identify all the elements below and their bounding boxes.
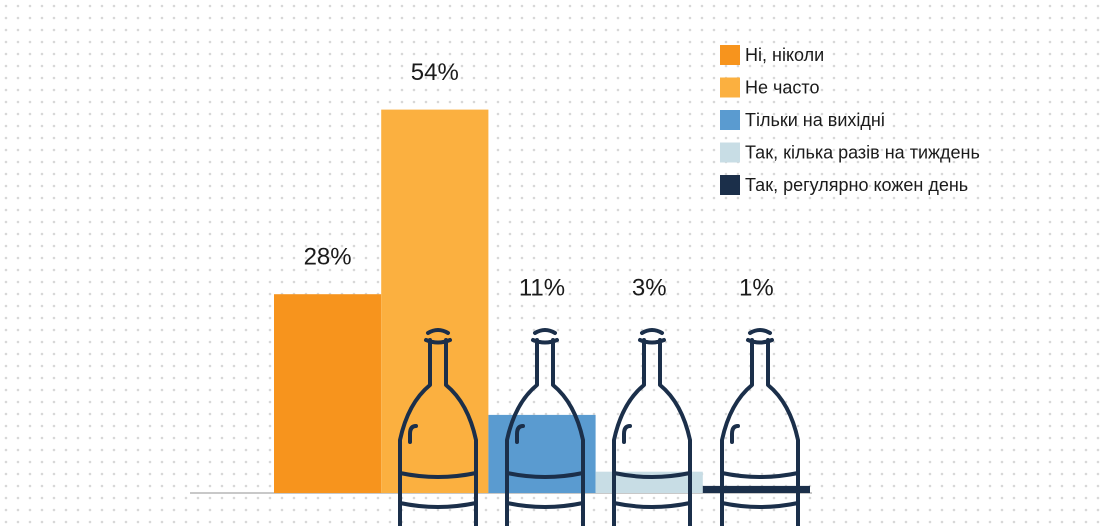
legend-label: Тільки на вихідні: [745, 110, 885, 130]
legend-label: Так, регулярно кожен день: [745, 175, 968, 195]
legend-swatch: [720, 142, 740, 163]
value-label: 28%: [304, 244, 352, 271]
legend-swatch: [720, 77, 740, 98]
value-labels: 28% 54% 11% 3% 1%: [304, 59, 774, 301]
bar: [702, 485, 810, 493]
legend-label: Ні, ніколи: [745, 45, 824, 65]
legend-label: Не часто: [745, 77, 819, 97]
legend-label: Так, кілька разів на тиждень: [745, 142, 980, 162]
legend: Ні, ніколи Не часто Тільки на вихідні Так, …: [720, 45, 980, 195]
legend-swatch: [720, 110, 740, 130]
value-label: 3%: [632, 274, 667, 301]
value-label: 54%: [411, 59, 459, 86]
legend-swatch: [720, 45, 740, 65]
value-label: 1%: [739, 274, 774, 301]
value-label: 11%: [519, 274, 565, 301]
bar: [274, 294, 382, 493]
legend-swatch: [720, 175, 740, 195]
bar: [381, 109, 489, 493]
